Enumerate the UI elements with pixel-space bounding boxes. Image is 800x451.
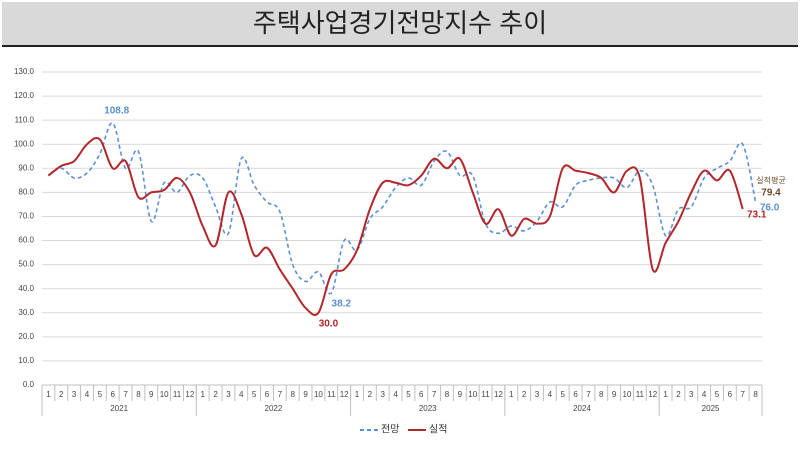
- y-tick-label: 120.0: [14, 91, 35, 100]
- x-tick-label: 5: [560, 390, 565, 399]
- x-tick-label: 11: [636, 390, 645, 399]
- value-label: 38.2: [332, 299, 352, 310]
- x-tick-label: 8: [445, 390, 450, 399]
- chart-title: 주택사업경기전망지수 추이: [253, 8, 547, 38]
- x-tick-label: 12: [185, 390, 194, 399]
- y-tick-label: 0.0: [23, 380, 35, 389]
- x-tick-label: 6: [728, 390, 733, 399]
- x-tick-label: 3: [535, 390, 540, 399]
- x-group-label: 2022: [265, 404, 283, 413]
- x-tick-label: 7: [278, 390, 283, 399]
- x-tick-label: 8: [599, 390, 604, 399]
- x-tick-label: 11: [481, 390, 490, 399]
- x-tick-label: 12: [340, 390, 349, 399]
- y-tick-label: 50.0: [18, 260, 34, 269]
- annotation-value: 79.4: [761, 187, 781, 198]
- x-tick-label: 4: [85, 390, 90, 399]
- legend-label: 전망: [381, 424, 399, 436]
- x-tick-label: 9: [458, 390, 463, 399]
- x-group-label: 2021: [110, 404, 128, 413]
- x-tick-label: 3: [380, 390, 385, 399]
- x-tick-label: 2: [368, 390, 373, 399]
- x-tick-label: 1: [509, 390, 514, 399]
- y-tick-label: 10.0: [18, 356, 34, 365]
- x-group-label: 2025: [702, 404, 720, 413]
- y-tick-label: 30.0: [18, 308, 34, 317]
- x-tick-label: 7: [432, 390, 437, 399]
- x-tick-label: 1: [663, 390, 668, 399]
- x-tick-label: 8: [753, 390, 758, 399]
- y-tick-label: 70.0: [18, 212, 34, 221]
- x-tick-label: 5: [252, 390, 257, 399]
- x-tick-label: 6: [573, 390, 578, 399]
- x-tick-label: 9: [303, 390, 308, 399]
- x-tick-label: 10: [160, 390, 169, 399]
- x-tick-label: 3: [689, 390, 694, 399]
- y-tick-label: 40.0: [18, 284, 34, 293]
- x-tick-label: 10: [468, 390, 477, 399]
- x-tick-label: 4: [702, 390, 707, 399]
- title-bar: [2, 2, 798, 46]
- x-tick-label: 1: [200, 390, 205, 399]
- x-tick-label: 11: [173, 390, 182, 399]
- x-tick-label: 10: [623, 390, 632, 399]
- x-tick-label: 5: [406, 390, 411, 399]
- y-tick-label: 20.0: [18, 332, 34, 341]
- y-tick-label: 80.0: [18, 187, 34, 196]
- annotation-text: 실적평균: [756, 175, 785, 185]
- x-tick-label: 6: [419, 390, 424, 399]
- y-tick-label: 110.0: [15, 115, 35, 124]
- x-tick-label: 7: [123, 390, 128, 399]
- x-tick-label: 5: [98, 390, 103, 399]
- series-line: [47, 136, 744, 316]
- x-tick-label: 4: [393, 390, 398, 399]
- value-label: 76.0: [760, 203, 780, 214]
- x-group-label: 2024: [573, 404, 591, 413]
- x-tick-label: 6: [110, 390, 115, 399]
- x-tick-label: 1: [355, 390, 360, 399]
- value-label: 108.8: [104, 106, 129, 117]
- x-tick-label: 7: [586, 390, 591, 399]
- x-tick-label: 12: [494, 390, 503, 399]
- x-tick-label: 2: [522, 390, 527, 399]
- x-tick-label: 9: [149, 390, 154, 399]
- x-tick-label: 2: [676, 390, 681, 399]
- value-label: 73.1: [747, 210, 767, 221]
- x-tick-label: 4: [239, 390, 244, 399]
- y-tick-label: 60.0: [18, 236, 34, 245]
- y-tick-label: 100.0: [14, 139, 35, 148]
- legend-label: 실적: [429, 424, 447, 436]
- x-tick-label: 7: [740, 390, 745, 399]
- x-tick-label: 6: [265, 390, 270, 399]
- x-tick-label: 2: [213, 390, 218, 399]
- x-tick-label: 4: [548, 390, 553, 399]
- x-tick-label: 8: [290, 390, 295, 399]
- y-tick-label: 130.0: [14, 67, 35, 76]
- x-tick-label: 3: [226, 390, 231, 399]
- x-tick-label: 1: [46, 390, 51, 399]
- x-tick-label: 5: [715, 390, 720, 399]
- x-tick-label: 2: [59, 390, 64, 399]
- x-tick-label: 10: [314, 390, 323, 399]
- x-tick-label: 12: [648, 390, 657, 399]
- x-tick-label: 11: [327, 390, 336, 399]
- x-tick-label: 3: [72, 390, 77, 399]
- y-tick-label: 90.0: [18, 163, 34, 172]
- series-line: [47, 122, 757, 295]
- value-label: 30.0: [319, 318, 339, 329]
- x-group-label: 2023: [419, 404, 437, 413]
- x-tick-label: 8: [136, 390, 141, 399]
- x-tick-label: 9: [612, 390, 617, 399]
